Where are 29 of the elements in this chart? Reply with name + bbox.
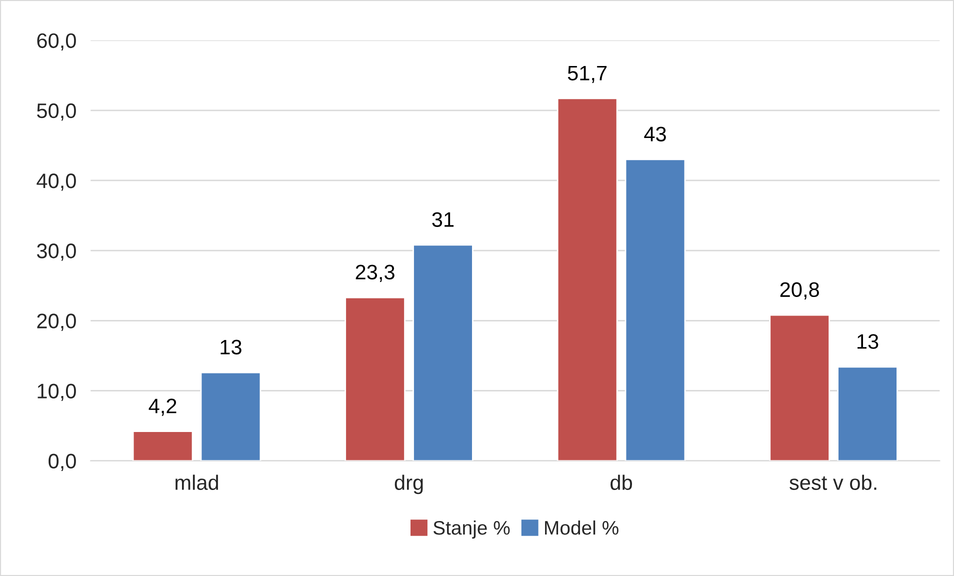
data-label: 13 — [220, 340, 242, 354]
x-tick-label: drg — [394, 474, 423, 494]
y-tick-label: 20,0 — [37, 314, 76, 331]
data-label: 13 — [858, 334, 878, 349]
y-tick-label: 10,0 — [38, 384, 76, 401]
data-label: 31 — [432, 212, 454, 227]
y-tick-label: 0,0 — [48, 454, 76, 472]
bar — [837, 366, 898, 461]
y-tick-label: 50,0 — [37, 103, 76, 121]
data-label: 20,8 — [780, 282, 819, 300]
data-label: 4,2 — [148, 398, 176, 416]
legend-label: Model % — [545, 520, 618, 535]
y-tick-label: 30,0 — [36, 244, 76, 261]
y-tick-label: 60,0 — [37, 33, 76, 51]
legend-label: Stanje % — [433, 520, 510, 539]
bar — [769, 314, 830, 461]
bar — [412, 244, 474, 461]
bar — [200, 372, 262, 461]
data-label: 43 — [644, 126, 666, 142]
data-label: 51,7 — [568, 66, 607, 83]
bar — [556, 98, 618, 461]
y-tick-label: 40,0 — [36, 173, 76, 191]
x-tick-label: db — [610, 474, 632, 490]
x-tick-label: mlad — [176, 474, 218, 490]
bar — [344, 296, 406, 461]
x-tick-label: sest v ob. — [790, 474, 876, 490]
bar — [132, 430, 194, 461]
bar — [624, 158, 686, 461]
data-label: 23,3 — [356, 264, 394, 282]
